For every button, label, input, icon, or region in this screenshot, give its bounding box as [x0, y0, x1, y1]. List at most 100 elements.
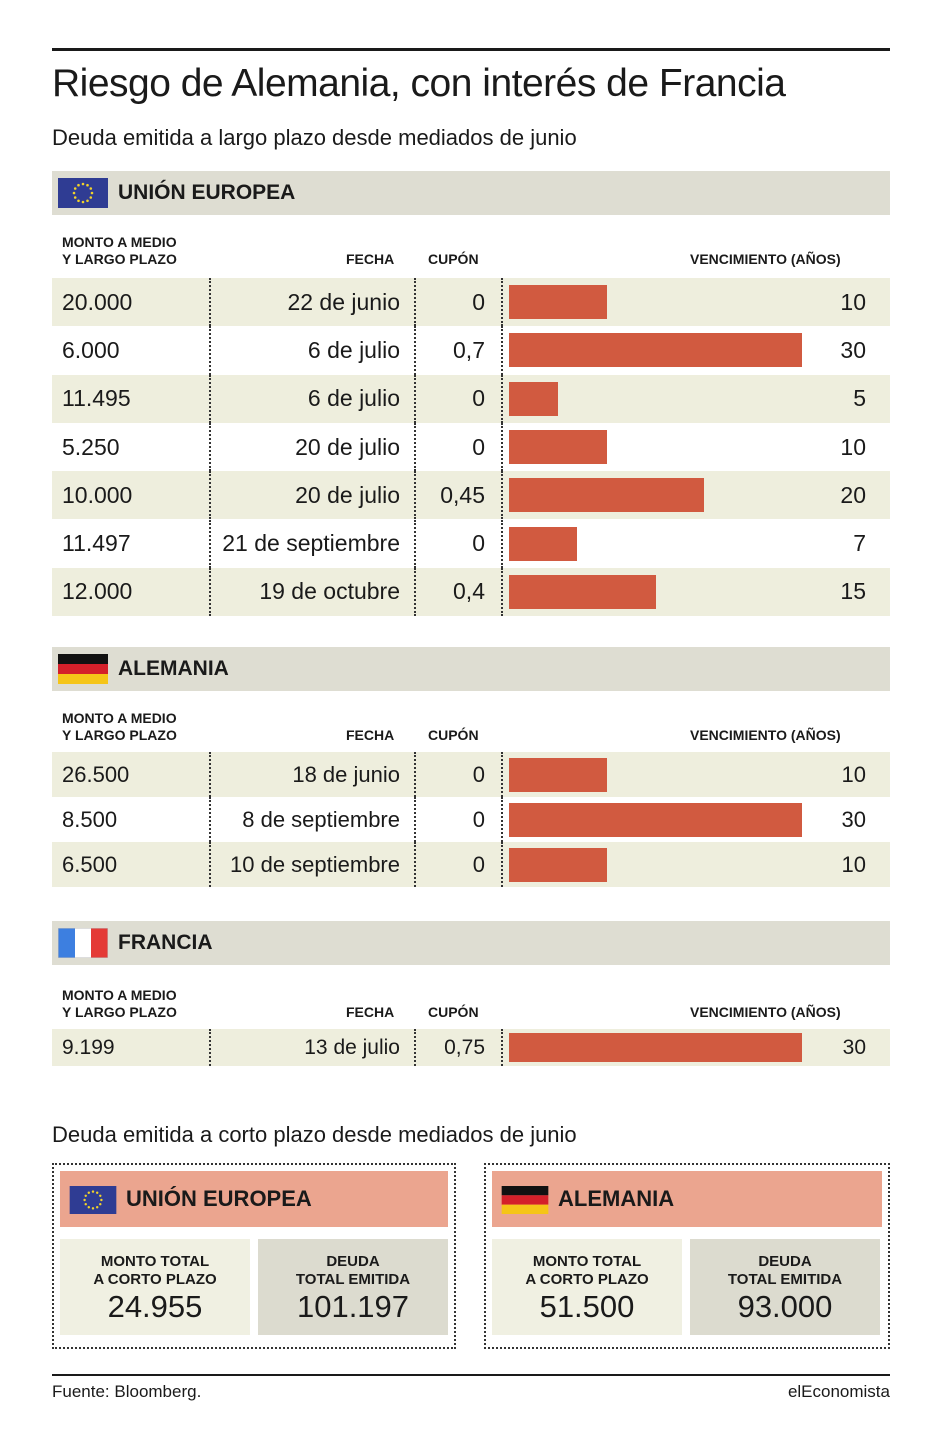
column-divider	[501, 519, 503, 568]
eu-star-icon	[95, 1206, 99, 1209]
section-band-france: FRANCIA	[52, 921, 890, 965]
header-amount-line2: Y LARGO PLAZO	[62, 1004, 177, 1020]
amount-cell: 9.199	[62, 1035, 115, 1059]
table-row: 8.500 8 de septiembre 0 30	[52, 797, 890, 842]
date-cell: 6 de julio	[307, 336, 400, 363]
eu-star-icon	[73, 196, 77, 199]
header-date: FECHA	[346, 727, 395, 743]
eu-star-icon	[84, 1202, 87, 1206]
eu-star-icon	[99, 1194, 102, 1198]
coupon-cell: 0	[472, 433, 485, 460]
column-divider	[414, 422, 416, 472]
box-header: ALEMANIA	[492, 1171, 882, 1227]
column-divider	[414, 278, 416, 327]
section-title: ALEMANIA	[118, 657, 229, 680]
maturity-value: 7	[853, 530, 866, 557]
tile-label: A CORTO PLAZO	[93, 1271, 217, 1288]
top-rule	[52, 48, 890, 51]
page-title: Riesgo de Alemania, con interés de Franc…	[52, 62, 786, 105]
table-row: 20.000 22 de junio 0 10	[52, 278, 890, 327]
date-cell: 8 de septiembre	[242, 806, 400, 832]
header-amount: MONTO A MEDIO Y LARGO PLAZO	[62, 234, 177, 268]
amount-cell: 20.000	[62, 288, 133, 315]
box-title: UNIÓN EUROPEA	[126, 1186, 312, 1211]
table-row: 5.250 20 de julio 0 10	[52, 422, 890, 472]
date-cell: 20 de julio	[295, 481, 400, 508]
header-amount-line2: Y LARGO PLAZO	[62, 251, 177, 267]
amount-cell: 26.500	[62, 761, 130, 787]
tile-value: 24.955	[107, 1289, 203, 1324]
amount-cell: 5.250	[62, 433, 120, 460]
section-band-eu: UNIÓN EUROPEA	[52, 171, 890, 215]
maturity-value: 30	[841, 806, 866, 832]
eu-star-icon	[86, 183, 89, 187]
coupon-cell: 0	[472, 530, 485, 557]
date-cell: 21 de septiembre	[222, 530, 400, 557]
maturity-bar	[509, 526, 578, 561]
table-row: 12.000 19 de octubre 0,4 15	[52, 567, 890, 617]
eu-star-icon	[83, 1198, 86, 1202]
maturity-bar	[509, 574, 656, 609]
eu-star-icon	[86, 199, 89, 203]
amount-cell: 6.500	[62, 851, 118, 877]
column-divider	[414, 326, 416, 375]
tile-value: 93.000	[737, 1289, 833, 1324]
eu-star-icon	[95, 1191, 99, 1194]
coupon-cell: 0	[472, 851, 485, 877]
column-divider	[209, 567, 211, 617]
column-divider	[501, 326, 503, 375]
total-debt-tile: DEUDA TOTAL EMITIDA 101.197	[258, 1239, 448, 1335]
column-divider	[501, 1029, 503, 1066]
maturity-value: 10	[841, 851, 866, 877]
eu-star-icon	[77, 199, 80, 203]
date-cell: 19 de octubre	[259, 578, 400, 605]
column-divider	[501, 567, 503, 617]
date-cell: 10 de septiembre	[230, 851, 400, 877]
section-title: UNIÓN EUROPEA	[118, 181, 296, 204]
column-divider	[209, 374, 211, 423]
eu-star-icon	[73, 187, 77, 190]
eu-star-icon	[84, 1194, 87, 1198]
header-coupon: CUPÓN	[428, 727, 479, 743]
column-divider	[209, 519, 211, 568]
eu-star-icon	[87, 1206, 91, 1209]
amount-cell: 10.000	[62, 481, 133, 508]
table-row: 26.500 18 de junio 0 10	[52, 752, 890, 797]
eu-star-icon	[81, 200, 85, 204]
column-divider	[501, 797, 503, 842]
header-amount: MONTO A MEDIO Y LARGO PLAZO	[62, 710, 177, 744]
maturity-bar	[509, 847, 607, 882]
header-amount-line1: MONTO A MEDIO	[62, 710, 177, 726]
total-short-term-tile: MONTO TOTAL A CORTO PLAZO 51.500	[492, 1239, 682, 1335]
table-row: 6.000 6 de julio 0,7 30	[52, 326, 890, 375]
eu-star-icon	[99, 1202, 102, 1206]
header-amount-line2: Y LARGO PLAZO	[62, 727, 177, 743]
maturity-bar	[509, 802, 802, 837]
column-divider	[209, 326, 211, 375]
column-divider	[501, 471, 503, 520]
date-cell: 20 de julio	[295, 433, 400, 460]
box-header: UNIÓN EUROPEA	[60, 1171, 448, 1227]
coupon-cell: 0	[472, 806, 485, 832]
tile-label: DEUDA	[326, 1253, 380, 1270]
column-divider	[209, 752, 211, 797]
header-coupon: CUPÓN	[428, 1004, 479, 1020]
column-divider	[501, 422, 503, 472]
column-divider	[414, 374, 416, 423]
maturity-bar	[509, 478, 705, 513]
germany-flag-icon	[501, 1186, 549, 1214]
tile-label: DEUDA	[758, 1253, 812, 1270]
brand-logo: elEconomista	[787, 1382, 890, 1401]
header-coupon: CUPÓN	[428, 251, 479, 267]
header-amount-line1: MONTO A MEDIO	[62, 987, 177, 1003]
maturity-value: 30	[840, 336, 866, 363]
maturity-value: 5	[853, 385, 866, 412]
maturity-value: 30	[842, 1035, 866, 1059]
table-row: 10.000 20 de julio 0,45 20	[52, 471, 890, 520]
tile-label: MONTO TOTAL	[100, 1253, 210, 1270]
maturity-bar	[509, 1033, 802, 1062]
source-note: Fuente: Bloomberg.	[52, 1382, 202, 1401]
maturity-value: 15	[840, 578, 866, 605]
coupon-cell: 0	[472, 385, 485, 412]
tile-label: TOTAL EMITIDA	[295, 1271, 411, 1288]
